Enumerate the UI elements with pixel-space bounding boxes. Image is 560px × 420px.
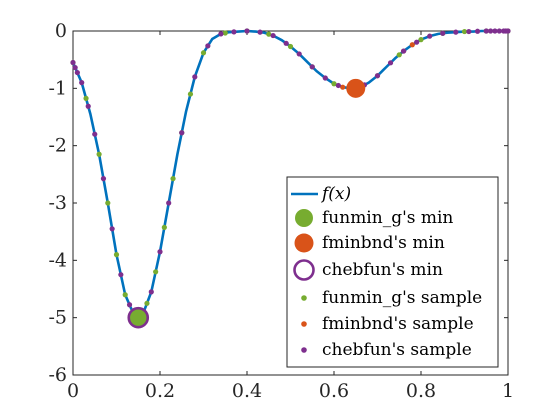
chebfun-sample-point xyxy=(309,64,315,70)
x-tick-label: 0.8 xyxy=(406,380,436,402)
legend-swatch-fminbnd-min xyxy=(294,233,314,253)
chebfun-sample-point xyxy=(427,33,433,39)
chebfun-sample-point xyxy=(92,131,98,137)
y-tick-label: -5 xyxy=(48,307,67,329)
legend-swatch-funmin-min xyxy=(295,209,313,227)
chebfun-sample-point xyxy=(296,51,302,57)
chebfun-sample-point xyxy=(257,29,263,35)
chebfun-sample-point xyxy=(453,29,459,35)
axis-tick-labels: 0 0.2 0.4 0.6 0.8 1 0 -1 -2 -3 -4 -5 -6 xyxy=(48,20,514,402)
chebfun-sample-point xyxy=(231,29,237,35)
x-tick-label: 0.4 xyxy=(232,380,262,402)
funmin-sample-point xyxy=(170,176,176,182)
legend-swatch-chebfun-sample xyxy=(301,347,307,353)
chebfun-sample-point xyxy=(70,59,76,66)
chebfun-sample-point xyxy=(179,130,185,136)
funmin-sample-point xyxy=(266,31,272,37)
chebfun-sample-point xyxy=(126,302,133,308)
chebfun-sample-point xyxy=(244,28,250,34)
chebfun-sample-point xyxy=(72,64,78,71)
chebfun-sample-point xyxy=(118,272,124,278)
series-layer xyxy=(70,28,511,329)
x-tick-label: 0.2 xyxy=(145,380,175,402)
legend-label-funmin-sample: funmin_g's sample xyxy=(322,288,482,308)
fminbnd-sample-point xyxy=(340,84,346,90)
legend-label-fminbnd-sample: fminbnd's sample xyxy=(322,314,474,334)
x-tick-label: 0.6 xyxy=(319,380,349,402)
funmin-sample-point xyxy=(96,151,102,157)
chebfun-sample-point xyxy=(474,28,481,34)
y-tick-label: -1 xyxy=(48,77,67,99)
y-tick-label: -3 xyxy=(48,192,67,214)
legend-swatch-chebfun-min xyxy=(293,259,315,281)
chebfun-sample-point xyxy=(157,249,163,255)
y-tick-label: -4 xyxy=(48,249,67,271)
chebfun-sample-point xyxy=(488,28,494,34)
funmin-sample-point xyxy=(161,224,167,230)
chebfun-sample-point xyxy=(100,176,107,182)
funmin-sample-point xyxy=(418,37,424,43)
legend-label-chebfun-sample: chebfun's sample xyxy=(322,340,472,360)
x-tick-label: 1 xyxy=(502,380,514,402)
chebfun-sample-point xyxy=(414,39,420,45)
chebfun-sample-point xyxy=(492,28,498,34)
funmin-sample-point xyxy=(144,300,150,306)
chebfun-sample-point xyxy=(283,40,289,46)
chebfun-sample-point xyxy=(401,48,407,54)
legend-swatch-fminbnd-sample xyxy=(301,321,307,327)
chebfun-sample-point xyxy=(440,30,446,36)
funmin-sample-point xyxy=(187,91,194,97)
chebfun-sample-point xyxy=(505,28,511,34)
chebfun-sample-point xyxy=(109,226,115,232)
legend-label-fminbnd-min: fminbnd's min xyxy=(322,233,445,253)
fminbnd-min-marker xyxy=(346,78,366,98)
funmin-sample-point xyxy=(331,81,337,87)
y-tick-label: -2 xyxy=(48,135,67,157)
chebfun-sample-point xyxy=(205,43,211,49)
y-tick-label: 0 xyxy=(55,20,67,42)
funmin-sample-point xyxy=(396,52,402,58)
chebfun-sample-point xyxy=(166,200,172,206)
legend-box xyxy=(286,176,499,368)
chebfun-sample-point xyxy=(218,31,224,37)
funmin-sample-point xyxy=(287,43,294,50)
chebfun-sample-point xyxy=(466,28,472,35)
funmin-sample-point xyxy=(200,50,207,56)
chebfun-sample-point xyxy=(374,73,381,79)
chebfun-sample-point xyxy=(148,289,154,295)
legend-label-chebfun-min: chebfun's min xyxy=(322,260,443,280)
chebfun-sample-point xyxy=(387,60,394,66)
funmin-min-marker xyxy=(129,308,148,327)
y-tick-label: -6 xyxy=(48,364,67,386)
legend-swatch-funmin-sample xyxy=(301,295,307,301)
funmin-sample-point xyxy=(122,292,128,298)
chebfun-sample-point xyxy=(483,28,489,34)
legend-label-fx: f(x) xyxy=(320,184,351,204)
x-tick-label: 0 xyxy=(67,380,79,402)
legend-swatches xyxy=(291,192,318,353)
funmin-sample-point xyxy=(113,252,120,258)
funmin-sample-point xyxy=(105,200,111,206)
funmin-sample-point xyxy=(461,28,468,35)
legend-label-funmin-min: funmin_g's min xyxy=(322,208,453,228)
funmin-sample-point xyxy=(83,95,89,101)
funmin-sample-point xyxy=(222,30,228,36)
fminbnd-sample-point xyxy=(409,42,415,48)
chebfun-sample-point xyxy=(496,28,502,34)
chebfun-sample-point xyxy=(335,82,341,89)
chebfun-sample-point xyxy=(85,103,91,109)
chebfun-sample-point xyxy=(79,80,85,86)
chebfun-sample-point xyxy=(74,69,80,76)
funmin-sample-point xyxy=(153,269,159,275)
chebfun-sample-point xyxy=(322,75,328,81)
chebfun-min-marker xyxy=(127,306,150,329)
chebfun-sample-point xyxy=(270,32,276,39)
legend: f(x) funmin_g's min fminbnd's min chebfu… xyxy=(286,176,499,368)
chebfun-sample-point xyxy=(192,74,198,80)
